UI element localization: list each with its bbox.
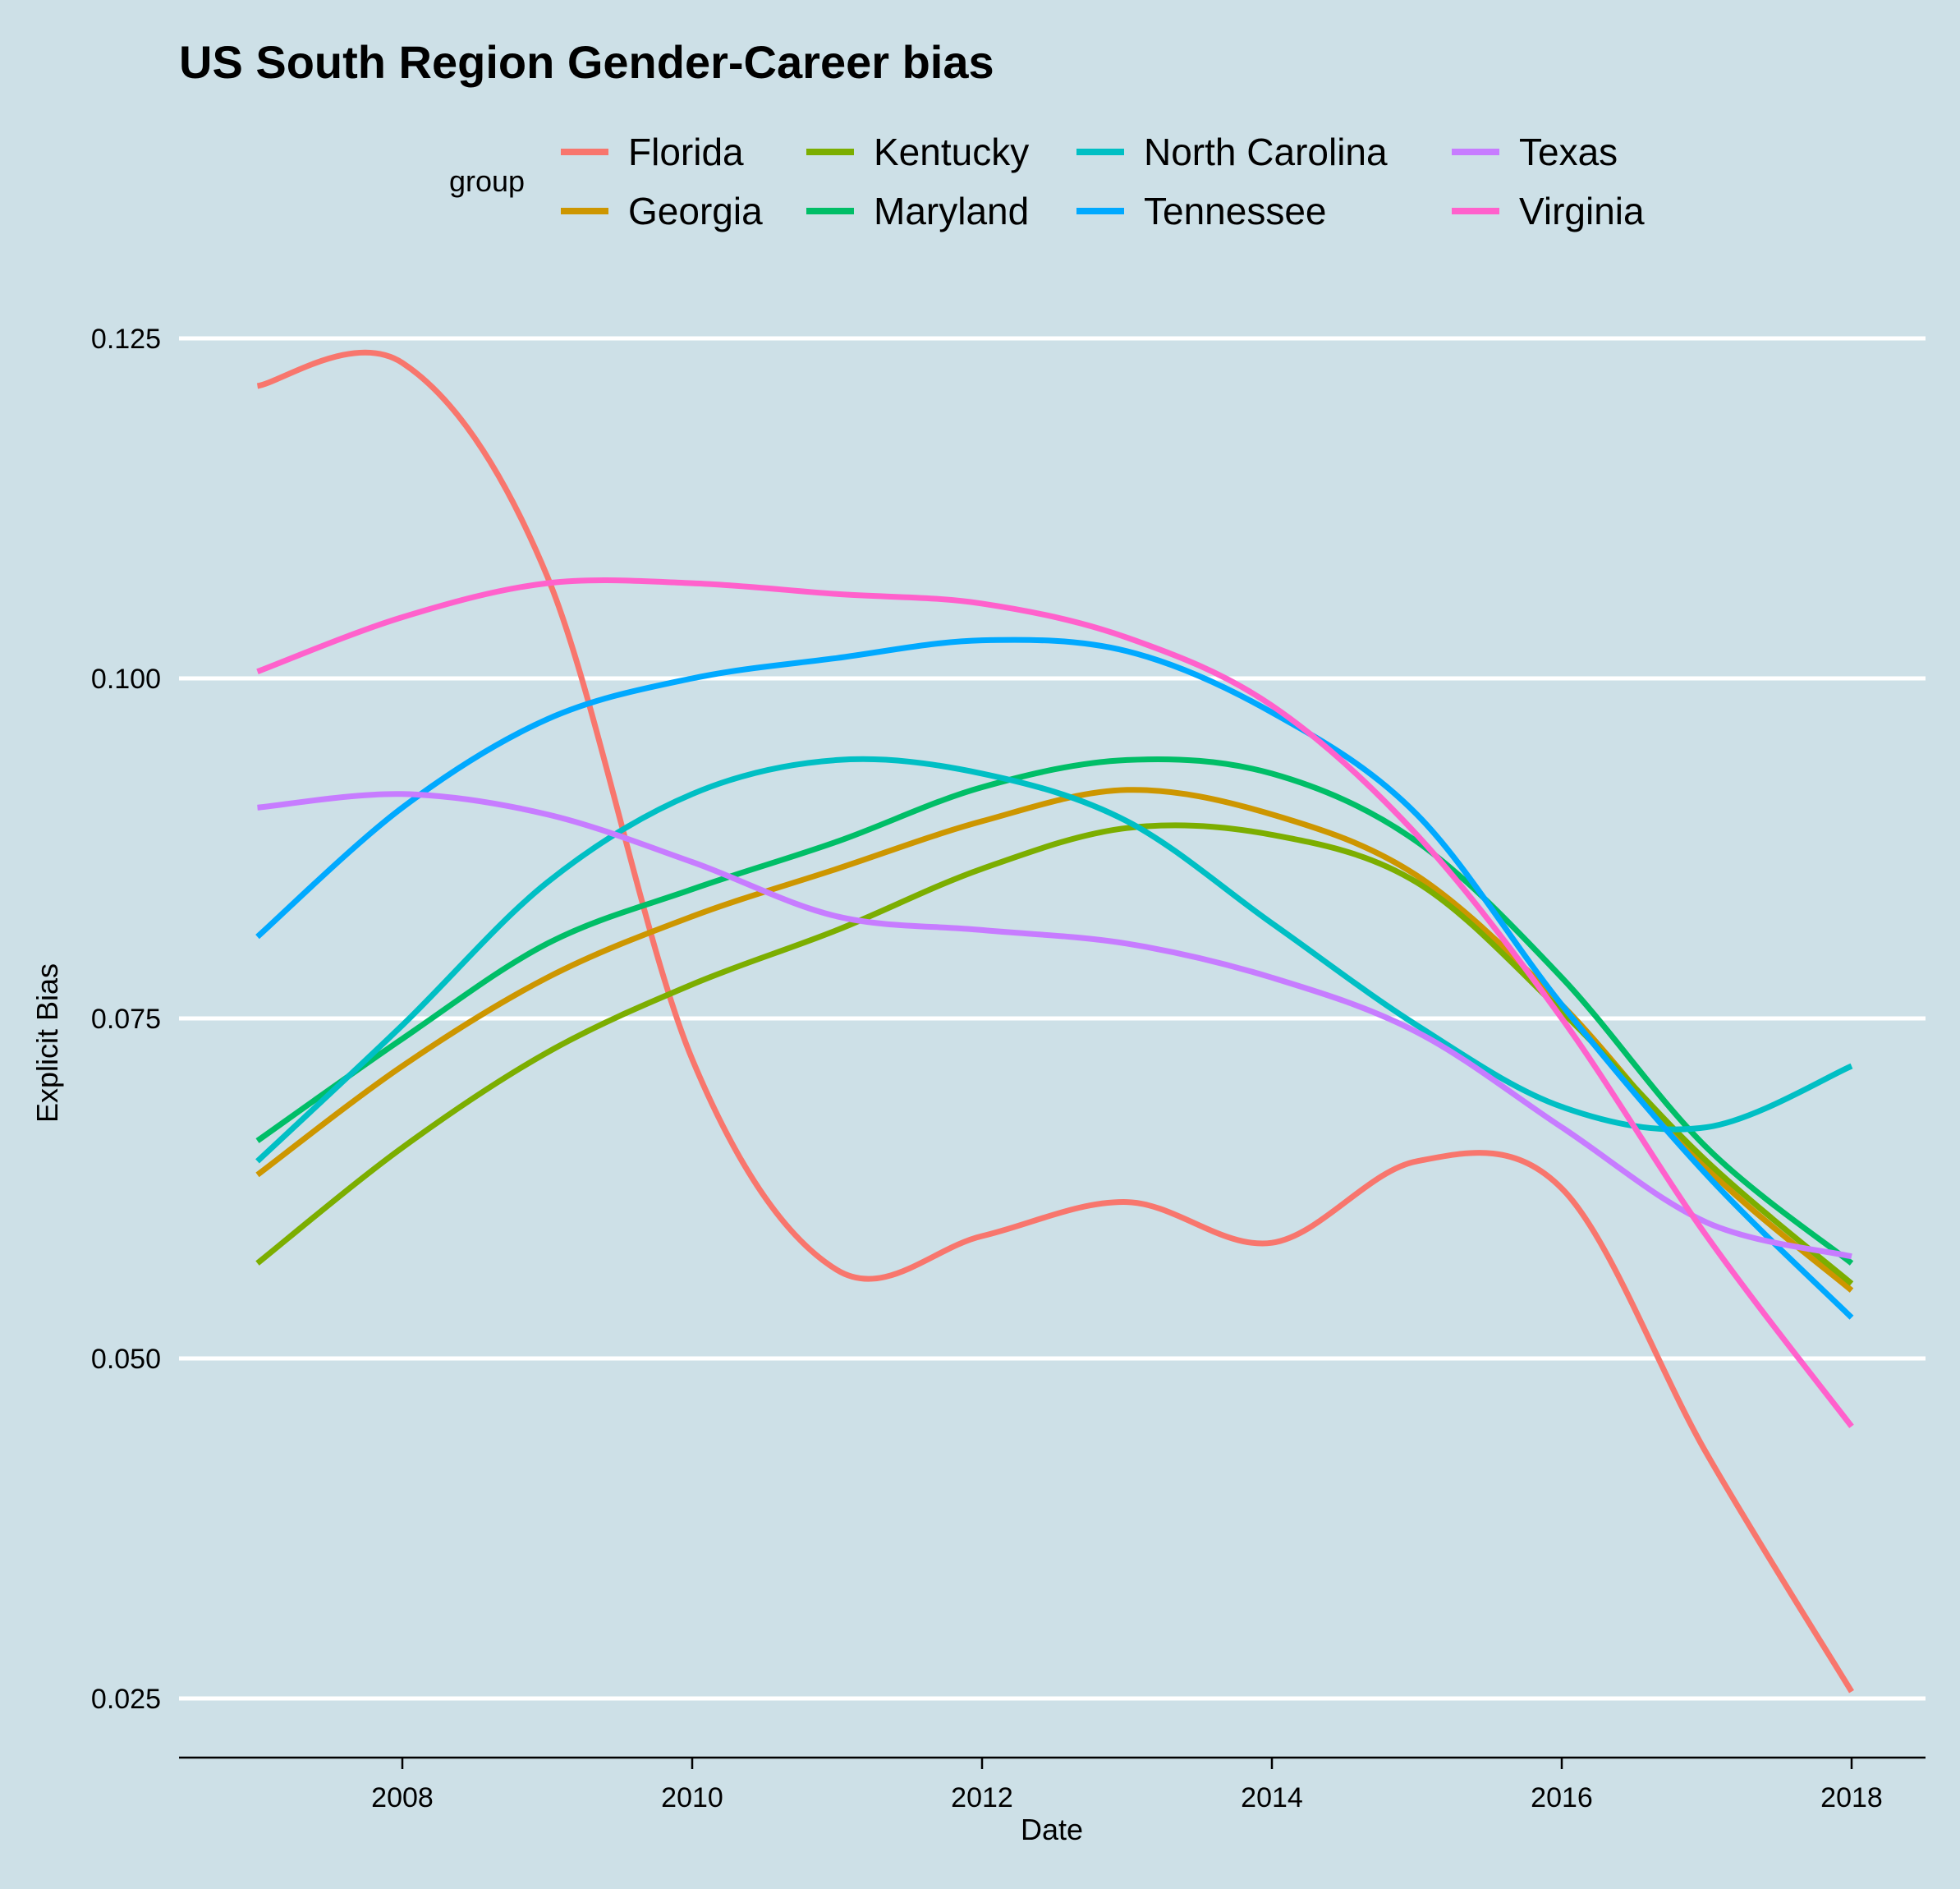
gridlines xyxy=(179,336,1926,1701)
legend: group Florida Georgia Kentucky Maryland Nort… xyxy=(449,131,1645,232)
legend-label-kentucky: Kentucky xyxy=(874,131,1029,173)
y-tick-label: 0.025 xyxy=(91,1684,161,1715)
y-tick-label: 0.125 xyxy=(91,324,161,355)
legend-label-north-carolina: North Carolina xyxy=(1144,131,1388,173)
legend-title: group xyxy=(449,164,525,198)
series-line-virginia xyxy=(256,577,1854,1428)
x-tick-label: 2008 xyxy=(371,1782,434,1813)
x-tick-label: 2012 xyxy=(951,1782,1013,1813)
legend-label-georgia: Georgia xyxy=(628,190,763,232)
legend-label-texas: Texas xyxy=(1519,131,1618,173)
series-line-florida xyxy=(256,349,1854,1694)
x-tick-label: 2016 xyxy=(1531,1782,1593,1813)
series-line-tennessee xyxy=(255,637,1854,1320)
legend-label-tennessee: Tennessee xyxy=(1144,190,1327,232)
y-tick-label: 0.100 xyxy=(91,664,161,695)
x-axis-label: Date xyxy=(1021,1813,1083,1846)
series-line-north-carolina xyxy=(255,756,1853,1164)
y-axis: 0.025 0.050 0.075 0.100 0.125 xyxy=(91,324,161,1715)
y-tick-label: 0.075 xyxy=(91,1004,161,1035)
x-tick-label: 2010 xyxy=(661,1782,723,1813)
x-tick-label: 2014 xyxy=(1241,1782,1303,1813)
x-tick-label: 2018 xyxy=(1820,1782,1883,1813)
series-layer xyxy=(255,349,1854,1694)
series-line-texas xyxy=(257,791,1852,1260)
chart-title: US South Region Gender-Career bias xyxy=(179,36,994,88)
legend-label-virginia: Virginia xyxy=(1519,190,1645,232)
x-axis: 2008 2010 2012 2014 2016 2018 xyxy=(179,1756,1926,1813)
y-axis-label: Explicit Bias xyxy=(30,963,64,1123)
series-line-maryland xyxy=(255,756,1854,1266)
legend-label-maryland: Maryland xyxy=(874,190,1029,232)
legend-label-florida: Florida xyxy=(628,131,744,173)
y-tick-label: 0.050 xyxy=(91,1344,161,1375)
